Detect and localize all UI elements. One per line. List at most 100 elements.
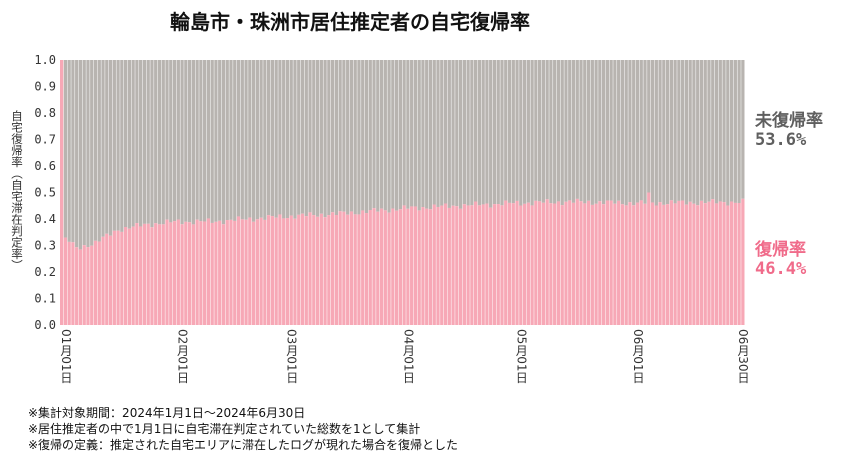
bar-not-returned (647, 60, 651, 193)
bar-day (609, 60, 613, 325)
bar-day (300, 60, 305, 325)
bar-returned (263, 219, 267, 325)
bar-returned (221, 224, 226, 325)
bar-not-returned (334, 60, 339, 215)
bar-not-returned (410, 60, 414, 207)
bar-day (218, 60, 222, 325)
bar-day (368, 60, 372, 325)
bar-returned (150, 227, 154, 325)
bar-returned (537, 201, 542, 325)
bar-not-returned (609, 60, 613, 201)
bar-returned (225, 220, 229, 325)
bar-not-returned (681, 60, 685, 201)
bar-not-returned (669, 60, 673, 201)
bar-day (154, 60, 158, 325)
bar-returned (146, 223, 150, 325)
bar-not-returned (274, 60, 278, 218)
bar-not-returned (71, 60, 75, 243)
bar-day (421, 60, 425, 325)
bar-not-returned (349, 60, 354, 212)
bar-returned (300, 213, 305, 325)
bar-returned (609, 200, 613, 325)
bar-not-returned (312, 60, 316, 216)
bar-not-returned (184, 60, 188, 222)
bar-day (522, 60, 527, 325)
bar-not-returned (293, 60, 297, 219)
bar-day (733, 60, 737, 325)
bar-not-returned (571, 60, 576, 203)
bar-day (556, 60, 561, 325)
bar-returned (161, 224, 165, 325)
bar-returned (534, 200, 538, 325)
bar-returned (579, 201, 583, 325)
bar-not-returned (522, 60, 527, 204)
bar-not-returned (733, 60, 737, 203)
bar-day (737, 60, 741, 325)
bar-day (673, 60, 677, 325)
bar-not-returned (432, 60, 436, 205)
bar-returned (308, 212, 312, 325)
bar-returned (101, 236, 105, 325)
bar-not-returned (485, 60, 489, 204)
bar-not-returned (425, 60, 429, 209)
bar-not-returned (553, 60, 557, 204)
bar-not-returned (120, 60, 124, 232)
bar-returned (315, 216, 320, 325)
bar-day (639, 60, 643, 325)
bar-returned (123, 227, 128, 325)
bar-returned (218, 220, 222, 325)
y-tick-label: 0.5 (34, 186, 56, 200)
bar-not-returned (304, 60, 308, 217)
bar-day (63, 60, 68, 325)
bar-returned (267, 215, 271, 325)
bar-returned (187, 222, 192, 325)
bar-returned (455, 206, 459, 325)
bar-not-returned (519, 60, 523, 206)
bar-returned (240, 219, 244, 325)
x-tick-label: 05月01日 (514, 329, 528, 384)
bar-not-returned (455, 60, 459, 207)
bar-not-returned (722, 60, 726, 203)
bar-returned (650, 202, 655, 325)
bar-not-returned (191, 60, 195, 225)
bar-returned (278, 214, 282, 325)
bar-returned (601, 204, 606, 325)
bar-not-returned (368, 60, 372, 210)
bar-returned (233, 220, 237, 325)
bar-day (583, 60, 587, 325)
bar-day (330, 60, 335, 325)
bar-day (425, 60, 429, 325)
bar-returned (421, 207, 425, 325)
bar-not-returned (255, 60, 259, 220)
bar-day (251, 60, 256, 325)
bar-not-returned (391, 60, 395, 209)
bar-day (628, 60, 632, 325)
bar-day (379, 60, 384, 325)
bar-returned (436, 206, 440, 325)
bar-returned (323, 217, 327, 325)
bar-day (267, 60, 271, 325)
bar-not-returned (172, 60, 177, 222)
x-tick-label: 04月01日 (401, 329, 415, 384)
bar-not-returned (180, 60, 184, 225)
bar-day (90, 60, 94, 325)
bar-day (270, 60, 275, 325)
bar-not-returned (515, 60, 519, 201)
bar-not-returned (741, 60, 745, 199)
bar-returned (251, 221, 256, 325)
bar-not-returned (492, 60, 497, 205)
bar-returned (620, 204, 625, 325)
bar-day (289, 60, 293, 325)
bar-day (402, 60, 406, 325)
bar-not-returned (240, 60, 244, 220)
bar-returned (568, 200, 572, 325)
bar-returned (86, 247, 90, 325)
bar-not-returned (560, 60, 564, 206)
bar-day (214, 60, 218, 325)
bar-returned (259, 217, 263, 325)
bar-day (485, 60, 489, 325)
bar-day (489, 60, 493, 325)
bar-day (684, 60, 689, 325)
bar-day (353, 60, 357, 325)
bar-not-returned (289, 60, 293, 216)
